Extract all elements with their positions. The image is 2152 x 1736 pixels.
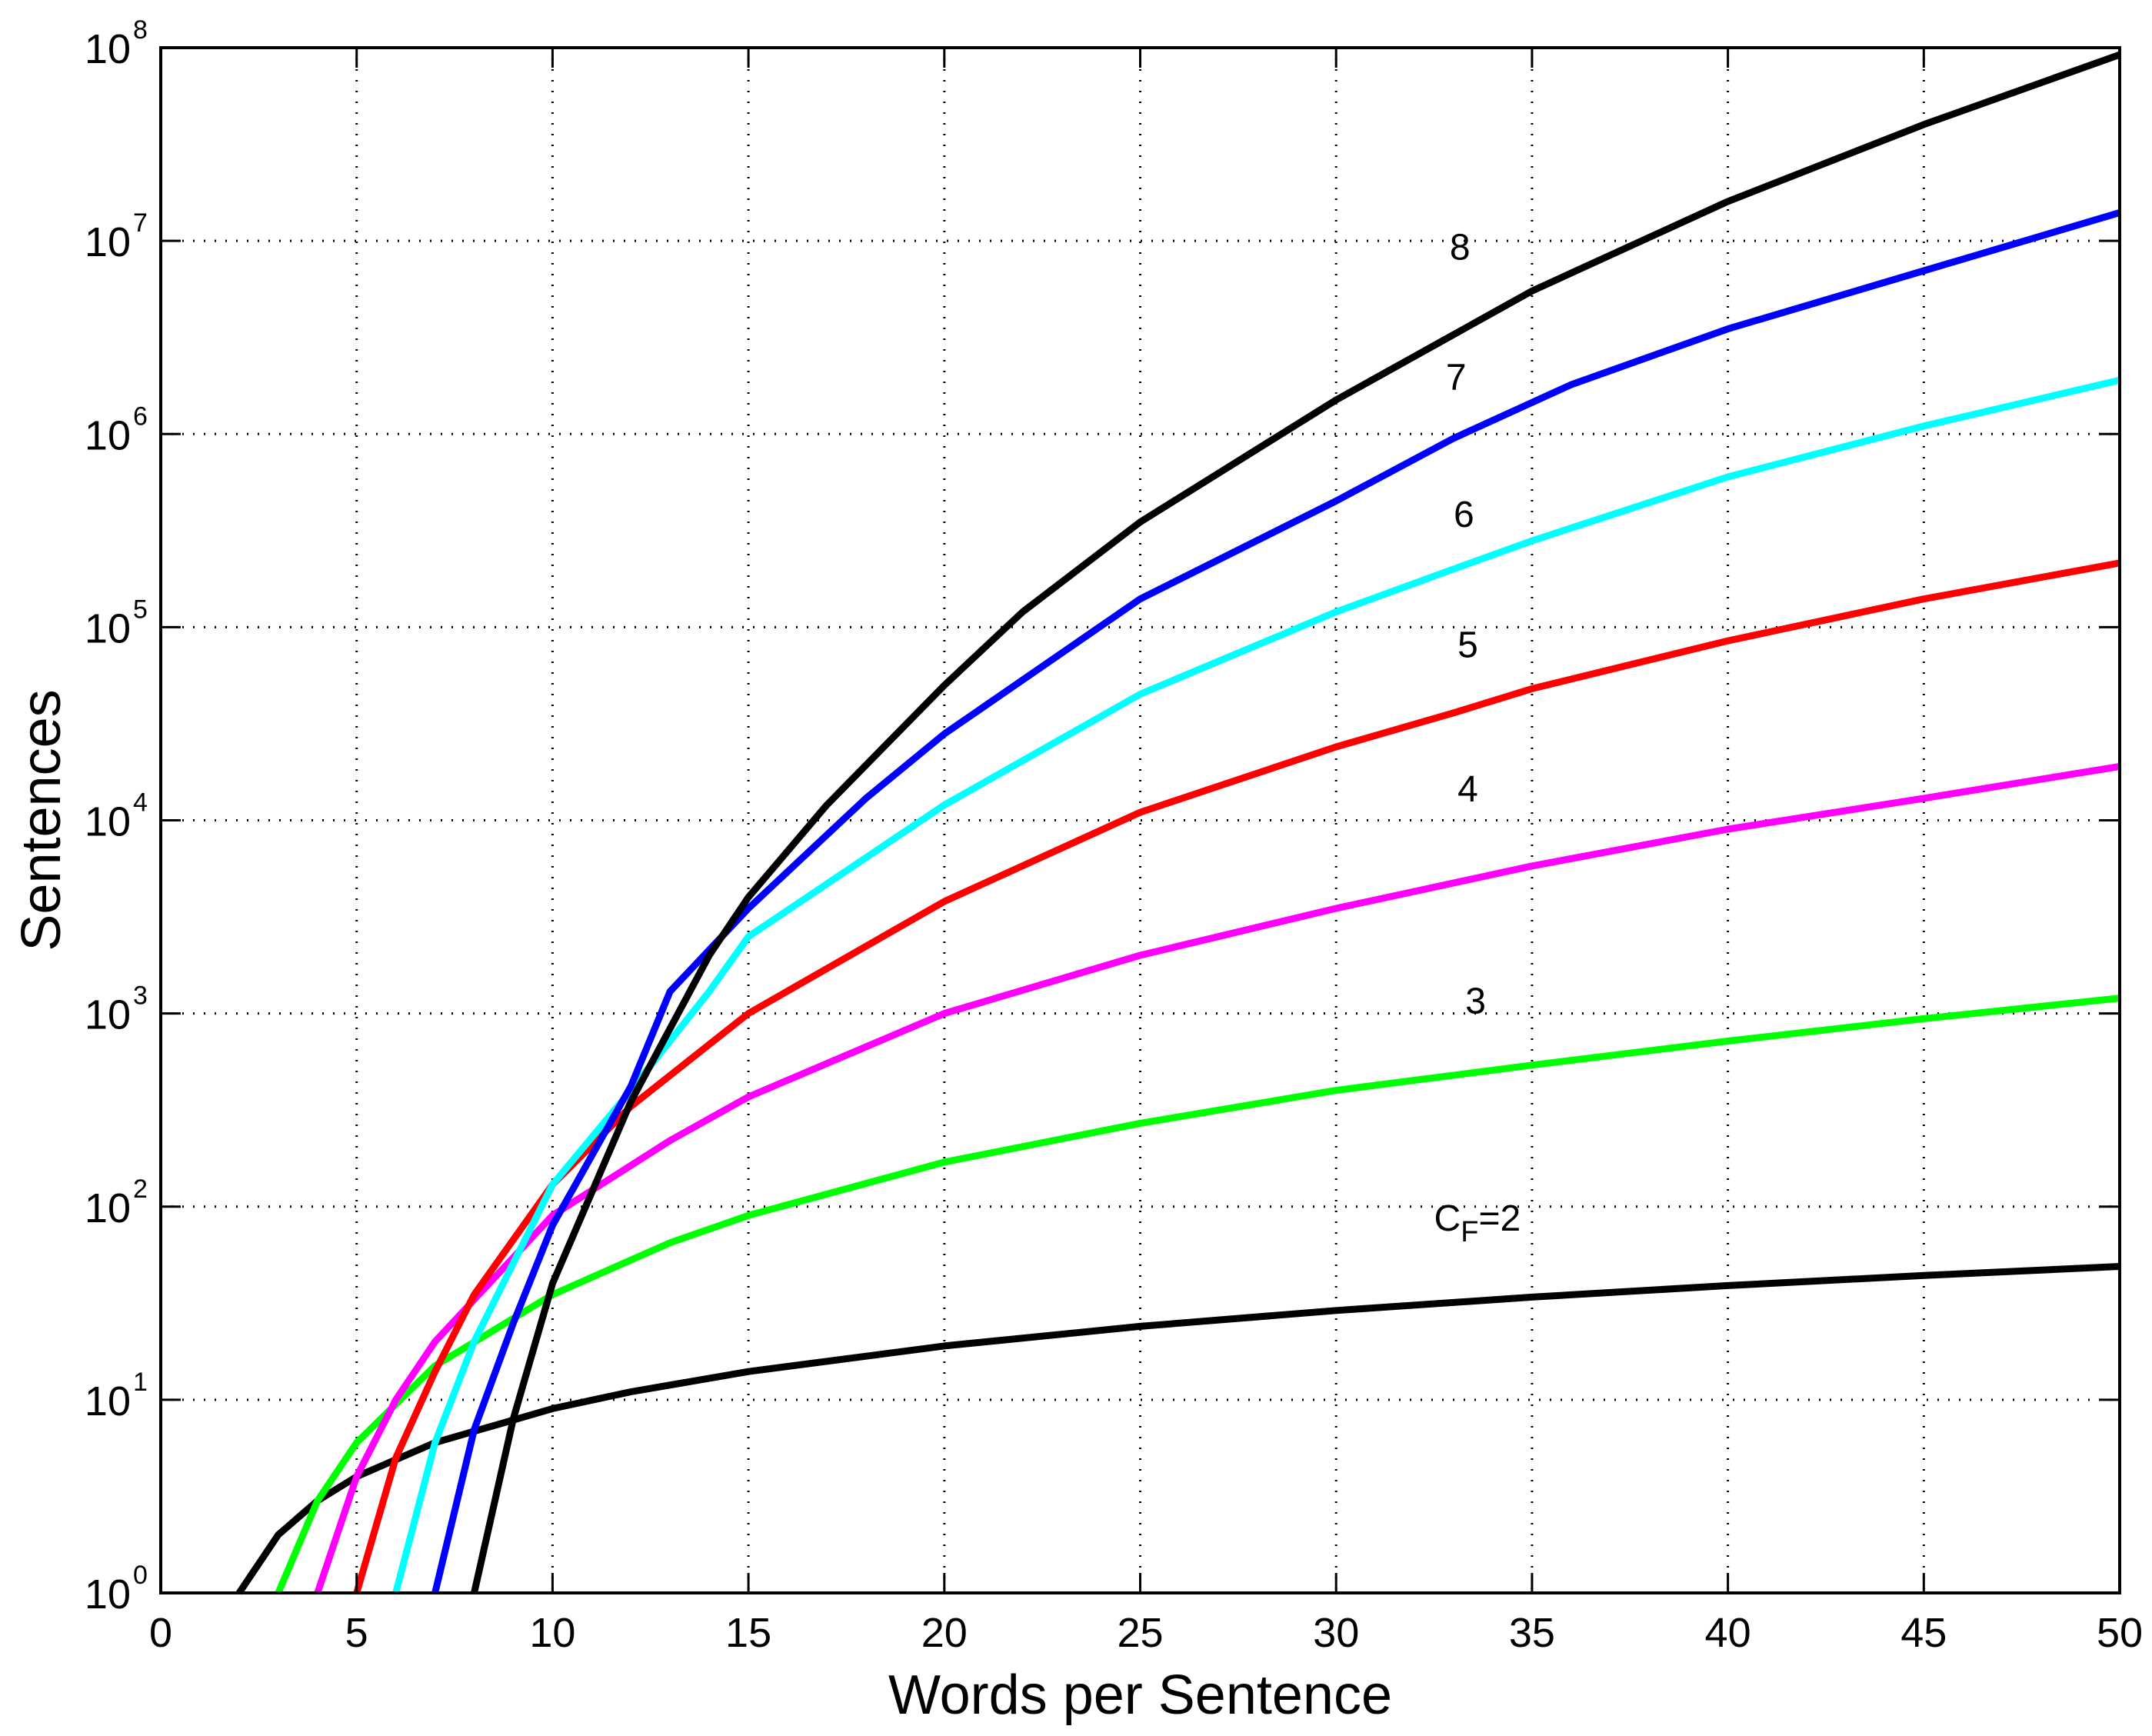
y-tick-label: 10 0 bbox=[85, 1561, 148, 1618]
curve-cf-7 bbox=[431, 209, 2121, 1594]
axis-ticks bbox=[159, 46, 2121, 1594]
svg-text:10: 10 bbox=[85, 26, 131, 72]
curve-label: 7 bbox=[1446, 357, 1467, 398]
svg-text:8: 8 bbox=[133, 15, 148, 45]
y-tick-label: 10 6 bbox=[85, 402, 148, 458]
svg-text:10: 10 bbox=[85, 1571, 131, 1618]
x-tick-label: 15 bbox=[725, 1610, 771, 1656]
svg-text:5: 5 bbox=[133, 595, 148, 624]
x-tick-label: 35 bbox=[1509, 1610, 1555, 1656]
curve-cf-3 bbox=[275, 995, 2120, 1594]
curve-cf-4 bbox=[314, 763, 2120, 1594]
y-tick-label: 10 4 bbox=[85, 788, 148, 845]
curve-cf-8 bbox=[471, 51, 2121, 1594]
curve-cf-6 bbox=[392, 376, 2121, 1594]
svg-text:6: 6 bbox=[133, 402, 148, 431]
grid-lines bbox=[161, 48, 2120, 1593]
x-tick-label: 30 bbox=[1313, 1610, 1359, 1656]
svg-text:10: 10 bbox=[85, 1378, 131, 1424]
x-tick-label: 50 bbox=[2097, 1610, 2143, 1656]
x-tick-label: 40 bbox=[1705, 1610, 1751, 1656]
svg-text:10: 10 bbox=[85, 992, 131, 1038]
svg-text:10: 10 bbox=[85, 605, 131, 651]
svg-text:10: 10 bbox=[85, 219, 131, 265]
curve-label: CF=2 bbox=[1434, 1198, 1521, 1248]
svg-text:10: 10 bbox=[85, 799, 131, 845]
svg-text:4: 4 bbox=[133, 788, 148, 818]
svg-text:7: 7 bbox=[133, 208, 148, 238]
curve-label: 5 bbox=[1457, 625, 1478, 665]
y-tick-label: 10 2 bbox=[85, 1175, 148, 1231]
x-axis-title: Words per Sentence bbox=[888, 1664, 1392, 1726]
svg-text:0: 0 bbox=[133, 1561, 148, 1590]
svg-text:2: 2 bbox=[133, 1175, 148, 1204]
curve-labels: CF=2 3 4 5 6 7 8 bbox=[1434, 227, 1521, 1248]
curve-cf-2 bbox=[236, 1263, 2120, 1595]
data-curves bbox=[236, 51, 2121, 1595]
x-tick-label: 45 bbox=[1900, 1610, 1947, 1656]
y-axis-title: Sentences bbox=[11, 689, 72, 951]
y-tick-label: 10 7 bbox=[85, 208, 148, 265]
plot-area-frame bbox=[159, 46, 2121, 1594]
x-tick-label: 25 bbox=[1117, 1610, 1163, 1656]
curve-label: 3 bbox=[1465, 981, 1486, 1022]
x-axis-tick-labels: 0 5 10 15 20 25 30 35 40 45 50 bbox=[149, 1610, 2143, 1656]
svg-text:1: 1 bbox=[133, 1368, 148, 1397]
svg-text:3: 3 bbox=[133, 981, 148, 1011]
x-tick-label: 5 bbox=[345, 1610, 368, 1656]
x-tick-label: 0 bbox=[149, 1610, 172, 1656]
y-tick-label: 10 8 bbox=[85, 15, 148, 72]
y-tick-label: 10 1 bbox=[85, 1368, 148, 1424]
curve-cf-5 bbox=[353, 559, 2120, 1594]
curve-label: 6 bbox=[1454, 495, 1474, 535]
curve-label: 4 bbox=[1457, 769, 1478, 810]
curve-label: 8 bbox=[1450, 227, 1471, 268]
x-tick-label: 20 bbox=[921, 1610, 968, 1656]
y-tick-label: 10 3 bbox=[85, 981, 148, 1038]
x-tick-label: 10 bbox=[529, 1610, 575, 1656]
y-tick-label: 10 5 bbox=[85, 595, 148, 651]
svg-text:10: 10 bbox=[85, 412, 131, 458]
svg-text:10: 10 bbox=[85, 1185, 131, 1231]
